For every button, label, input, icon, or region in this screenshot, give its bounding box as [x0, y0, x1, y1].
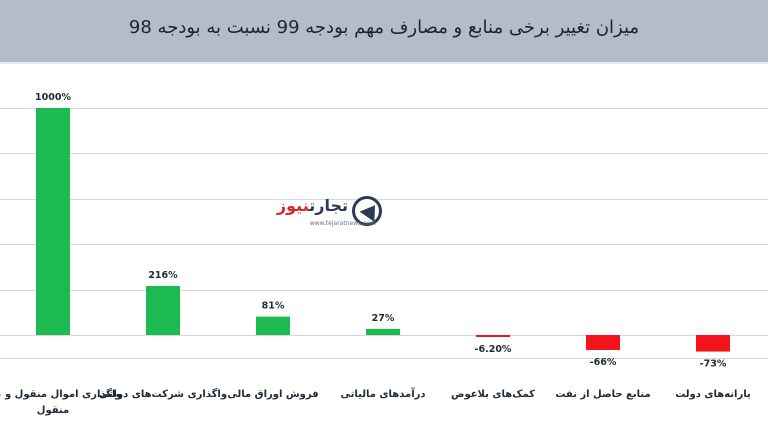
- category-label-layer: واگذاری اموال منقول و غیر منقول واگذاری شر…: [0, 387, 751, 416]
- grid-layer: [0, 108, 768, 359]
- logo-arrow-icon: [352, 196, 382, 226]
- bar: [586, 335, 620, 350]
- data-label: 27%: [372, 313, 395, 324]
- category-label: یارانه‌های دولت: [675, 389, 751, 400]
- bar: [146, 285, 180, 335]
- category-label: واگذاری شرکت‌های دولتی: [99, 387, 227, 400]
- bar-layer: [36, 108, 730, 352]
- bar: [696, 335, 730, 352]
- data-label: -66%: [590, 357, 617, 368]
- category-label: کمک‌های بلاعوض: [451, 389, 535, 400]
- data-label: -73%: [700, 359, 727, 370]
- bar: [476, 335, 510, 337]
- category-label: فروش اوراق مالی: [227, 389, 318, 400]
- bar: [256, 316, 290, 335]
- category-label: واگذاری اموال منقول و غیر: [0, 387, 122, 400]
- bar: [36, 108, 70, 335]
- data-label: -6.20%: [475, 344, 512, 355]
- category-label: منابع حاصل از نفت: [555, 389, 650, 400]
- value-label-layer: 1000% 216% 81% 27% -6.20% -66% -73%: [35, 92, 727, 370]
- logo-url: www.tejaratnews.com: [309, 220, 376, 227]
- bar: [366, 328, 400, 335]
- data-label: 216%: [148, 270, 178, 281]
- data-label: 1000%: [35, 92, 71, 103]
- data-label: 81%: [262, 301, 285, 312]
- chart-title: میزان تغییر برخی منابع و مصارف مهم بودجه…: [128, 17, 640, 38]
- logo-text: تجارتنیوز: [276, 196, 348, 215]
- tejaratnews-logo: تجارتنیوز www.tejaratnews.com: [264, 196, 382, 232]
- title-bar: میزان تغییر برخی منابع و مصارف مهم بودجه…: [0, 0, 768, 62]
- category-label: درآمدهای مالیاتی: [340, 387, 425, 400]
- category-label: منقول: [37, 405, 69, 416]
- title-divider: [0, 62, 768, 64]
- bar-chart: 1000% 216% 81% 27% -6.20% -66% -73% واگذاری ام…: [0, 92, 768, 416]
